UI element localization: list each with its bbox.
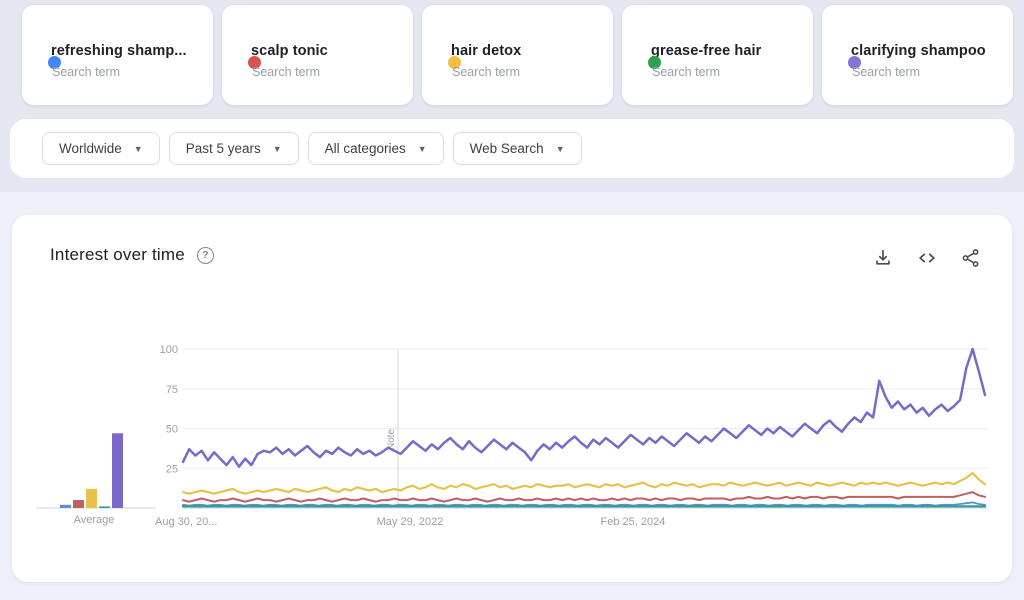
term-color-dot	[848, 56, 861, 69]
download-icon[interactable]	[872, 247, 894, 269]
term-type-label: Search term	[852, 65, 921, 79]
term-type-label: Search term	[652, 65, 721, 79]
term-label: refreshing shamp...	[51, 43, 187, 59]
share-icon[interactable]	[960, 247, 982, 269]
term-type-label: Search term	[52, 65, 121, 79]
term-color-dot	[248, 56, 261, 69]
term-label: grease-free hair	[651, 43, 762, 59]
category-filter-label: All categories	[324, 141, 406, 156]
search-type-filter-dropdown[interactable]: Web Search ▼	[452, 132, 582, 165]
term-color-dot	[448, 56, 461, 69]
search-type-filter-label: Web Search	[469, 141, 544, 156]
svg-text:25: 25	[166, 463, 178, 475]
svg-text:Aug 30, 20...: Aug 30, 20...	[155, 516, 217, 528]
term-type-label: Search term	[452, 65, 521, 79]
chevron-down-icon: ▼	[272, 143, 282, 154]
term-color-dot	[648, 56, 661, 69]
term-card-clarifying-shampoo[interactable]: clarifying shampoo Search term	[822, 5, 1013, 105]
term-type-label: Search term	[252, 65, 321, 79]
time-range-filter-label: Past 5 years	[185, 141, 261, 156]
term-label: hair detox	[451, 43, 522, 59]
region-filter-dropdown[interactable]: Worldwide ▼	[42, 132, 160, 165]
time-range-filter-dropdown[interactable]: Past 5 years ▼	[168, 132, 299, 165]
average-bar-chart: Average	[36, 433, 156, 526]
chart-title: Interest over time	[50, 245, 185, 264]
svg-text:Average: Average	[74, 514, 115, 526]
line-chart-svg: 25 50 75 100 Note Aug 30, 20... May 29, 2022 Fe…	[155, 344, 988, 528]
category-filter-dropdown[interactable]: All categories ▼	[307, 132, 444, 165]
interest-over-time-card: Interest over time ? Average 25 50 75 100 No…	[12, 215, 1012, 582]
chevron-down-icon: ▼	[417, 143, 427, 154]
svg-text:50: 50	[166, 424, 178, 436]
term-card-scalp-tonic[interactable]: scalp tonic Search term	[222, 5, 413, 105]
chevron-down-icon: ▼	[555, 143, 565, 154]
svg-text:75: 75	[166, 384, 178, 396]
term-card-grease-free-hair[interactable]: grease-free hair Search term	[622, 5, 813, 105]
help-icon[interactable]: ?	[196, 246, 214, 264]
svg-text:May 29, 2022: May 29, 2022	[377, 516, 444, 528]
term-label: clarifying shampoo	[851, 43, 986, 59]
svg-text:Feb 25, 2024: Feb 25, 2024	[601, 516, 666, 528]
term-card-refreshing-shampoo[interactable]: refreshing shamp... Search term	[22, 5, 213, 105]
svg-text:100: 100	[160, 344, 178, 356]
term-card-hair-detox[interactable]: hair detox Search term	[422, 5, 613, 105]
filter-bar: Worldwide ▼ Past 5 years ▼ All categorie…	[10, 119, 1014, 178]
region-filter-label: Worldwide	[59, 141, 122, 156]
svg-text:Note: Note	[386, 428, 397, 450]
term-label: scalp tonic	[251, 43, 328, 59]
chevron-down-icon: ▼	[133, 143, 143, 154]
term-color-dot	[48, 56, 61, 69]
embed-icon[interactable]	[916, 247, 938, 269]
